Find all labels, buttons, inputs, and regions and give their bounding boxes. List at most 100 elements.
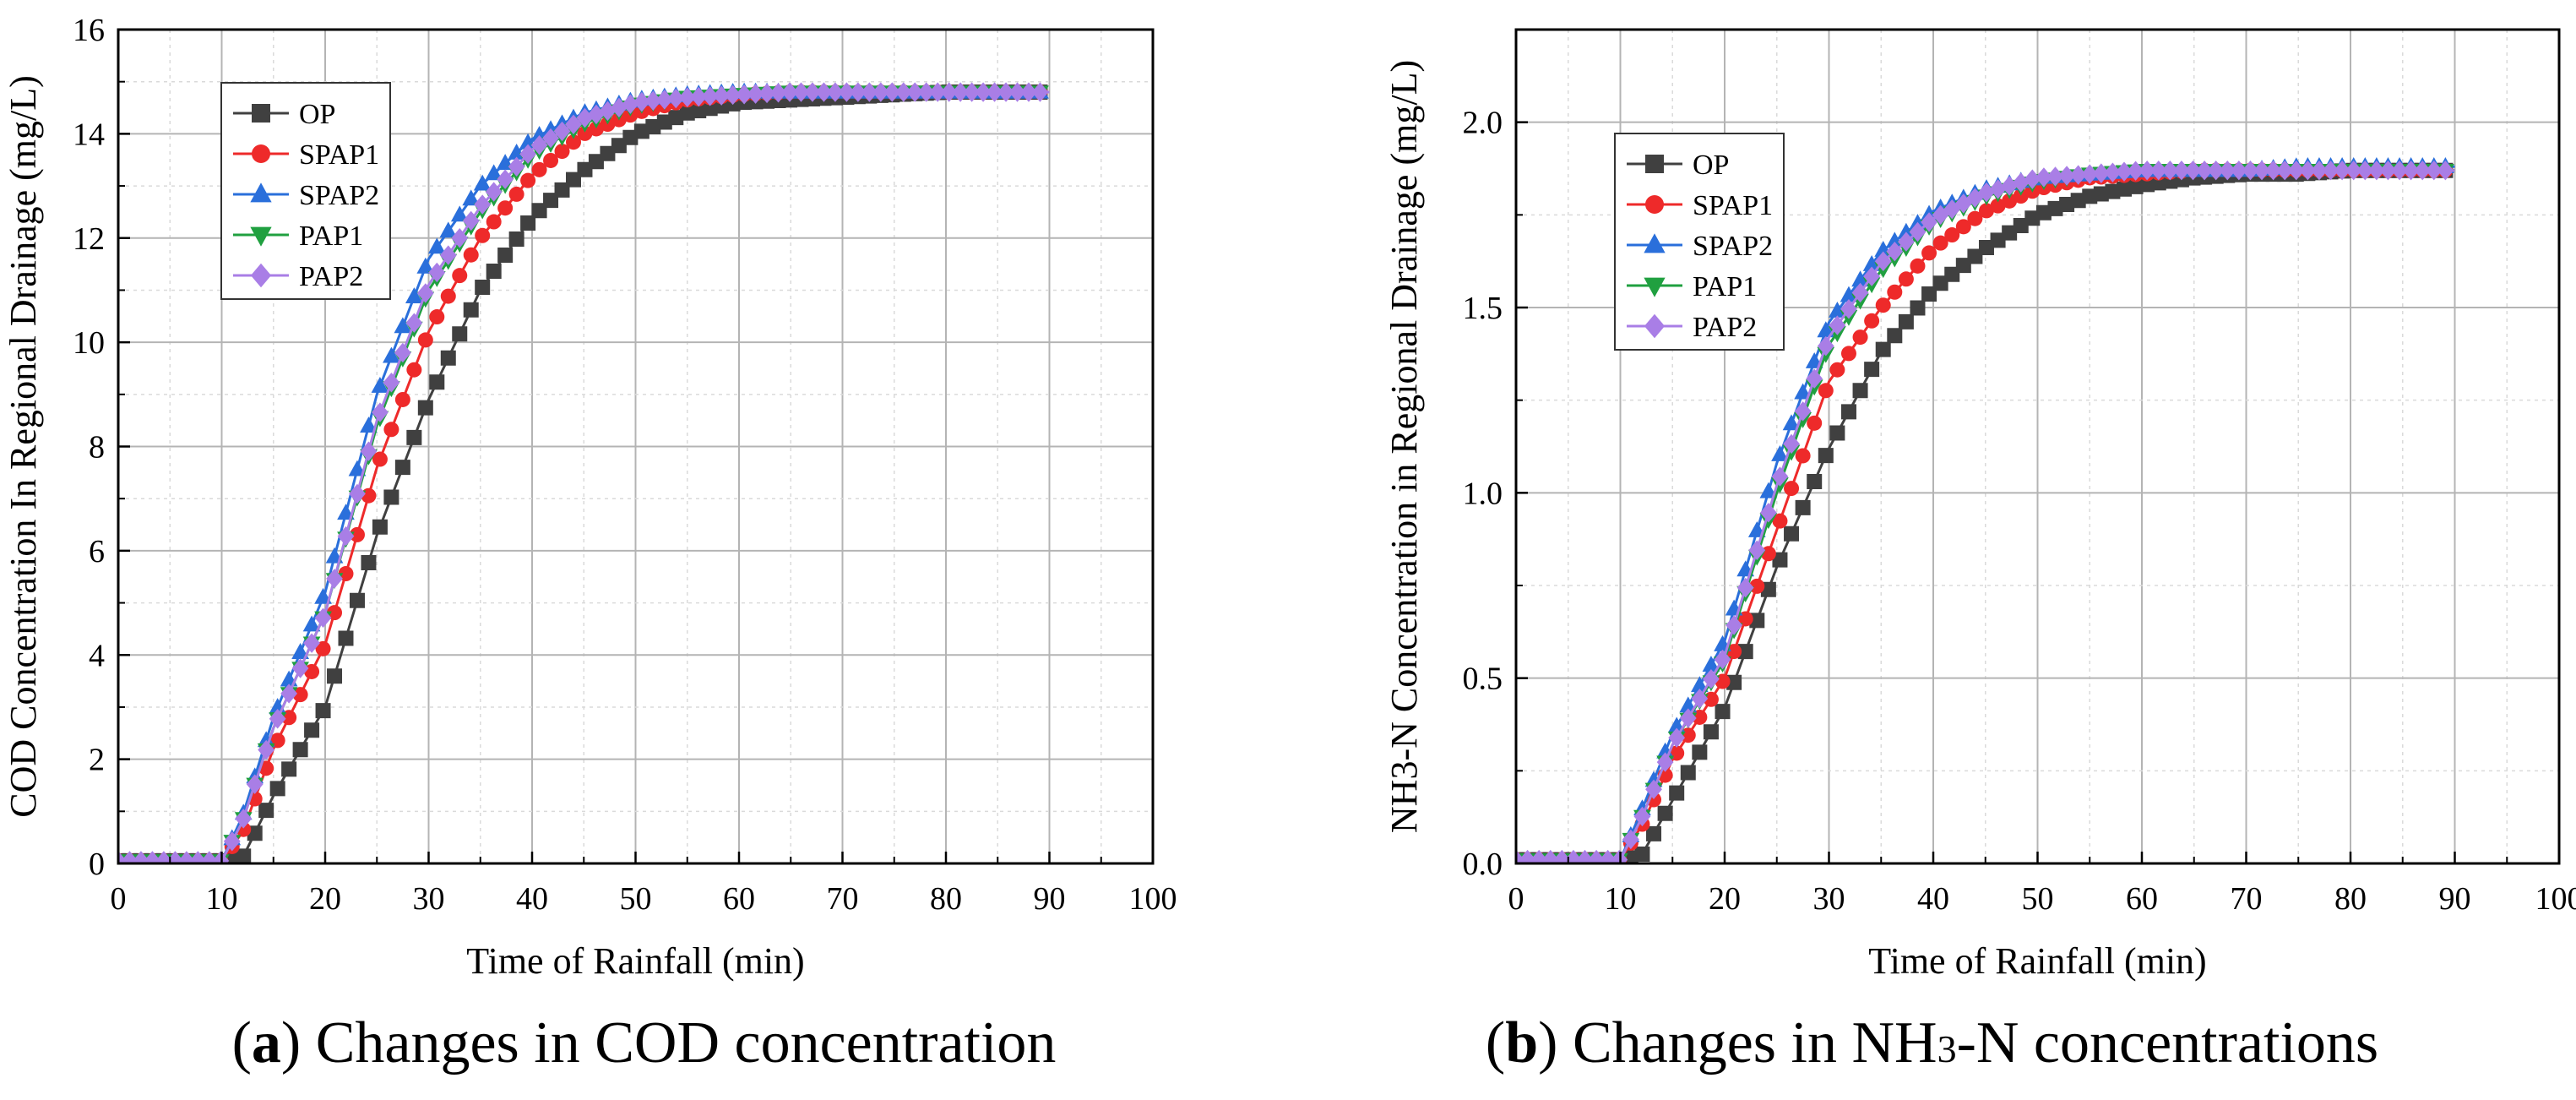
data-point xyxy=(372,402,389,422)
data-point xyxy=(1910,300,1926,316)
data-point xyxy=(2264,160,2282,181)
data-point xyxy=(997,82,1014,102)
data-point xyxy=(827,82,844,102)
data-point xyxy=(2092,163,2110,183)
x-tick-label: 80 xyxy=(930,881,962,917)
y-tick-label: 8 xyxy=(89,430,105,466)
data-point xyxy=(327,605,343,621)
data-point xyxy=(417,332,433,348)
legend-marker xyxy=(250,226,272,247)
x-tick-label: 60 xyxy=(723,881,755,917)
nh3n-line-chart: 0 10 20 30 40 50 60 70 80 90 100 0.0 0.5 1.0 1.5 2.0 Tim… xyxy=(1383,28,2576,982)
data-point xyxy=(1852,383,1868,399)
data-point xyxy=(326,569,343,589)
data-point xyxy=(372,519,388,535)
x-tick-label: 0 xyxy=(111,881,127,917)
data-point xyxy=(1897,222,1916,239)
data-point xyxy=(1669,785,1685,801)
data-point xyxy=(1782,414,1801,431)
data-point xyxy=(258,803,274,819)
data-point xyxy=(292,687,308,703)
data-point xyxy=(348,460,367,476)
x-tick-label: 70 xyxy=(827,881,859,917)
data-point xyxy=(360,417,378,433)
legend-item-pap1: PAP1 xyxy=(1627,271,1757,302)
data-point xyxy=(439,221,458,238)
data-point xyxy=(1726,674,1742,690)
cod-line-chart: 0 10 20 30 40 50 60 70 80 90 100 0 2 4 6 8 10 12 14 16 Time … xyxy=(3,13,1177,982)
data-point xyxy=(486,214,502,230)
data-point xyxy=(2128,178,2144,194)
data-point xyxy=(2322,160,2340,181)
x-axis-title: Time of Rainfall (min) xyxy=(1868,940,2206,982)
data-point xyxy=(2334,160,2351,181)
data-point xyxy=(337,525,355,547)
y-tick-label: 0 xyxy=(89,847,105,882)
data-point xyxy=(338,630,354,646)
data-point xyxy=(872,82,889,102)
data-point xyxy=(405,287,423,303)
y-axis-title: COD Concentration In Regional Drainage (… xyxy=(3,75,44,818)
data-point xyxy=(463,247,479,263)
caption-text: Changes in COD concentration xyxy=(315,1010,1057,1075)
data-point xyxy=(1702,656,1720,672)
data-point xyxy=(429,309,445,325)
data-point xyxy=(2184,160,2202,181)
data-point xyxy=(633,91,650,112)
legend-label: SPAP2 xyxy=(299,180,379,211)
data-point xyxy=(315,703,331,719)
data-point xyxy=(1875,341,1891,357)
data-point xyxy=(508,156,525,177)
data-point xyxy=(291,658,309,678)
data-point xyxy=(2242,160,2259,181)
data-point xyxy=(1840,286,1858,302)
x-tick-label: 40 xyxy=(1917,881,1949,917)
legend: OP SPAP1 SPAP2 PAP1 PAP2 xyxy=(220,82,391,300)
data-point xyxy=(565,114,582,134)
caption-a: (a) Changes in COD concentration xyxy=(231,1010,1057,1075)
data-point xyxy=(2059,197,2075,213)
data-point xyxy=(2069,165,2087,185)
chart-panel-cod: 0 10 20 30 40 50 60 70 80 90 100 0 2 4 6 8 10 12 14 16 Time … xyxy=(3,13,1177,1075)
data-point xyxy=(1829,425,1845,441)
caption-text-after: -N concentrations xyxy=(1956,1010,2379,1075)
data-point xyxy=(1784,481,1800,497)
data-point xyxy=(429,374,445,390)
data-point xyxy=(349,483,366,504)
data-point xyxy=(2345,160,2362,181)
y-tick-label: 1.0 xyxy=(1463,476,1503,511)
x-tick-label: 10 xyxy=(206,881,238,917)
legend-marker xyxy=(252,144,270,163)
data-point xyxy=(1932,235,1948,251)
data-point xyxy=(1020,82,1037,102)
data-point xyxy=(2047,200,2063,216)
data-point xyxy=(713,85,731,106)
data-point xyxy=(1760,581,1776,597)
legend-label: OP xyxy=(1693,150,1729,181)
legend-marker xyxy=(1645,155,1664,173)
data-point xyxy=(1944,266,1960,282)
x-tick-label: 10 xyxy=(1605,881,1637,917)
legend-label: OP xyxy=(299,99,335,130)
data-point xyxy=(1031,82,1049,102)
data-point xyxy=(394,391,410,407)
data-point xyxy=(1692,744,1708,760)
caption-letter: a xyxy=(251,1010,281,1075)
data-point xyxy=(1784,525,1800,542)
data-point xyxy=(474,194,492,215)
data-point xyxy=(1852,329,1868,346)
data-point xyxy=(258,739,275,760)
data-point xyxy=(2425,160,2443,181)
data-point xyxy=(566,134,581,150)
data-point xyxy=(2219,160,2236,181)
data-point xyxy=(406,429,422,445)
data-point xyxy=(302,615,321,632)
data-point xyxy=(2356,160,2374,181)
legend-label: PAP2 xyxy=(299,261,363,292)
x-tick-label: 90 xyxy=(1034,881,1066,917)
data-point xyxy=(1668,727,1686,748)
data-point xyxy=(2081,164,2099,184)
data-point xyxy=(644,90,662,111)
data-point xyxy=(439,245,457,265)
data-point xyxy=(531,161,547,177)
